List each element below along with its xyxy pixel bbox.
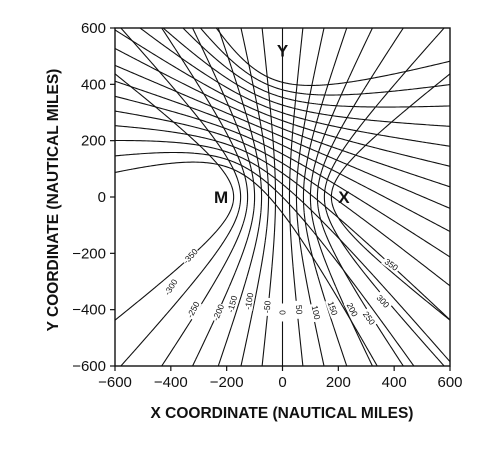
x-tick-label: 0 — [278, 374, 286, 391]
contour-label-bg — [343, 299, 361, 320]
contour-label: -50 — [262, 300, 273, 313]
contour-label: 150 — [326, 300, 340, 317]
lop-curve — [115, 151, 415, 366]
lop-curve — [330, 73, 450, 321]
contour-label-bg — [242, 291, 256, 311]
station-m: M — [214, 188, 228, 207]
station-x: X — [338, 188, 350, 207]
contour-value-labels: -350-300-250 -200 -150 -100 -50 0 50 100 150 200 2… — [161, 246, 402, 329]
contour-label-bg — [293, 300, 305, 319]
contour-label-bg — [261, 297, 273, 317]
x-tick-label: −400 — [154, 374, 188, 391]
contour-label-bg — [180, 246, 201, 267]
station-markers: M X Y — [214, 42, 350, 207]
y-tick-label: 400 — [81, 76, 106, 93]
y-tick-label: −600 — [72, 358, 106, 375]
lop-curve — [309, 28, 373, 366]
x-tick-label: 600 — [437, 374, 462, 391]
lop-curve — [115, 29, 450, 167]
contour-label-bg — [161, 276, 180, 298]
x-tick-label: −600 — [98, 374, 132, 391]
contour-label-bg — [373, 291, 393, 312]
lop-curve — [115, 73, 235, 321]
axis-ticks: −600 −400 −200 0 200 400 600 600 400 200 0 −200 −400… — [72, 20, 462, 391]
contour-label: -350 — [181, 246, 200, 266]
station-y: Y — [277, 42, 289, 61]
lop-curve — [288, 28, 304, 366]
lop-curve — [139, 28, 450, 147]
contour-label: -100 — [243, 292, 256, 311]
contour-label-bg — [309, 302, 323, 323]
lop-curve — [115, 161, 378, 366]
contour-label-bg — [359, 307, 379, 329]
contour-label-bg — [184, 299, 202, 320]
lop-curve — [200, 28, 450, 96]
lop-curve — [115, 139, 450, 363]
lop-curve — [192, 28, 256, 366]
lop-curve — [261, 28, 277, 366]
contour-label-bg — [210, 302, 227, 323]
contour-label-bg — [277, 303, 288, 322]
lop-curve — [302, 28, 348, 366]
x-tick-label: 400 — [382, 374, 407, 391]
contour-label: -150 — [225, 294, 239, 313]
contour-label: 100 — [310, 305, 323, 321]
y-tick-label: 200 — [81, 133, 106, 150]
x-axis-title: X COORDINATE (NAUTICAL MILES) — [151, 405, 414, 422]
y-tick-label: 600 — [81, 20, 106, 37]
y-tick-label: −400 — [72, 302, 106, 319]
lop-curve — [217, 28, 263, 366]
lop-curve — [316, 28, 404, 366]
x-tick-label: 200 — [326, 374, 351, 391]
y-tick-label: 0 — [98, 189, 106, 206]
y-axis-title: Y COORDINATE (NAUTICAL MILES) — [45, 69, 62, 332]
contour-label: 0 — [278, 310, 288, 315]
contour-label-bg — [381, 255, 402, 274]
contour-label: 50 — [294, 305, 305, 315]
lop-curve — [215, 28, 450, 86]
x-tick-label: −200 — [210, 374, 244, 391]
contour-label-bg — [324, 298, 341, 319]
contour-label-bg — [225, 294, 240, 315]
lop-curve — [115, 110, 450, 287]
lop-curve — [295, 28, 325, 366]
y-tick-label: −200 — [72, 245, 106, 262]
contour-label: -250 — [185, 300, 202, 320]
